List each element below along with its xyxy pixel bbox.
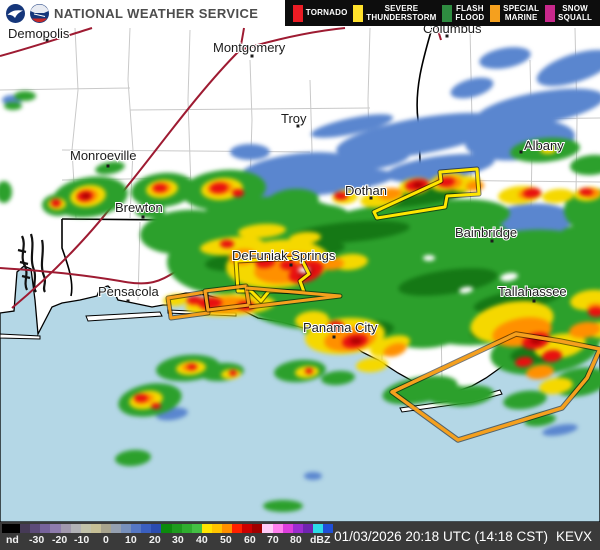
city-label: Dothan [345, 183, 387, 198]
legend-label: SEVERE THUNDERSTORM [366, 3, 437, 22]
scale-label: -30 [29, 534, 45, 546]
city-label: Monroeville [70, 148, 136, 163]
agency-title: NATIONAL WEATHER SERVICE [54, 5, 259, 21]
legend-item-tornado: TORNADO [292, 4, 348, 22]
colorbar-segment [121, 524, 132, 533]
scale-label: -20 [52, 534, 68, 546]
colorbar-segment [191, 524, 202, 533]
city-label: Demopolis [8, 26, 70, 41]
warning-polygon-special-marine [166, 290, 210, 320]
legend-swatch-special-marine [490, 4, 501, 22]
city-label: Albany [524, 138, 564, 153]
colorbar-segment [201, 524, 212, 533]
reflectivity-colorbar [2, 524, 334, 533]
colorbar-segment [100, 524, 112, 533]
legend-label: TORNADO [305, 8, 348, 18]
legend-item-snow-squall: SNOW SQUALL [545, 4, 592, 22]
city-label: Bainbridge [455, 225, 517, 240]
warning-polygon-special-marine [390, 332, 600, 442]
colorbar-segment [50, 524, 61, 533]
scale-label: 20 [149, 534, 161, 546]
city-label: Columbus [423, 26, 482, 36]
legend-swatch-tornado [292, 4, 303, 22]
colorbar-segment [171, 524, 182, 533]
legend-label: SPECIAL MARINE [503, 3, 540, 22]
colorbar-segment [90, 524, 101, 533]
city-label: Pensacola [98, 284, 159, 299]
brand: NATIONAL WEATHER SERVICE [6, 0, 258, 26]
scale-label: 40 [196, 534, 208, 546]
colorbar-segment [302, 524, 313, 533]
colorbar-segment [322, 524, 334, 533]
colorbar-segment [312, 524, 323, 533]
city-label: DeFuniak Springs [232, 248, 336, 263]
header-bar: NATIONAL WEATHER SERVICE TORNADO SEVERE TH… [0, 0, 600, 26]
timestamp-block: 01/03/2026 20:18 UTC (14:18 CST) KEVX [334, 522, 592, 550]
colorbar-segment [30, 524, 41, 533]
colorbar-segment [292, 524, 303, 533]
scale-label: 50 [220, 534, 232, 546]
reflectivity-scale-labels: nd -30 -20 -10 0 10 20 30 40 50 60 70 80 dBZ [2, 534, 333, 548]
colorbar-segment [252, 524, 263, 533]
city-label: Montgomery [213, 40, 286, 55]
colorbar-segment [222, 524, 233, 533]
noaa-logo-icon [6, 3, 25, 23]
colorbar-segment [80, 524, 91, 533]
colorbar-segment [60, 524, 71, 533]
legend-swatch-severe-thunderstorm [353, 4, 364, 22]
legend-swatch-snow-squall [545, 4, 556, 22]
scale-label: 0 [103, 534, 109, 546]
scale-label: 70 [267, 534, 279, 546]
colorbar-segment [232, 524, 243, 533]
colorbar-segment [70, 524, 81, 533]
scale-label: dBZ [310, 534, 331, 546]
colorbar-segment [262, 524, 273, 533]
colorbar-segment [2, 524, 21, 533]
warning-polygon-special-marine [245, 286, 342, 309]
scale-label: 10 [125, 534, 137, 546]
city-label: Panama City [303, 320, 378, 335]
colorbar-segment [272, 524, 283, 533]
city-label: Tallahassee [498, 284, 567, 299]
legend-item-flash-flood: FLASH FLOOD [442, 4, 484, 22]
scale-label: 80 [290, 534, 302, 546]
warning-legend: TORNADO SEVERE THUNDERSTORM FLASH FLOOD SPECI… [285, 0, 600, 26]
colorbar-segment [40, 524, 51, 533]
colorbar-segment [161, 524, 172, 533]
nws-logo-icon [30, 3, 49, 23]
scale-label: 60 [244, 534, 256, 546]
colorbar-segment [242, 524, 253, 533]
scale-label: nd [6, 534, 19, 546]
colorbar-segment [181, 524, 192, 533]
colorbar-segment [211, 524, 223, 533]
legend-item-special-marine: SPECIAL MARINE [490, 4, 539, 22]
warning-polygon-severe-thunderstorm [372, 167, 481, 220]
colorbar-segment [20, 524, 31, 533]
footer-bar: nd -30 -20 -10 0 10 20 30 40 50 60 70 80 dBZ 01/03/20… [0, 522, 600, 550]
colorbar-segment [282, 524, 293, 533]
warning-polygons [165, 166, 600, 443]
scale-label: 30 [172, 534, 184, 546]
colorbar-segment [131, 524, 142, 533]
radar-map[interactable]: Demopolis Montgomery Columbus Troy Monroevil… [0, 26, 600, 522]
legend-label: SNOW SQUALL [558, 3, 593, 22]
scale-label: -10 [74, 534, 90, 546]
legend-label: FLASH FLOOD [455, 3, 485, 22]
timestamp: 01/03/2026 20:18 UTC (14:18 CST) [334, 528, 548, 544]
station-id: KEVX [555, 528, 592, 544]
colorbar-segment [111, 524, 122, 533]
legend-item-severe-thunderstorm: SEVERE THUNDERSTORM [353, 4, 436, 22]
legend-swatch-flash-flood [442, 4, 453, 22]
city-label: Troy [281, 111, 307, 126]
city-label: Brewton [115, 200, 163, 215]
colorbar-segment [151, 524, 162, 533]
city-labels: Demopolis Montgomery Columbus Troy Monroevil… [7, 26, 568, 339]
colorbar-segment [141, 524, 152, 533]
